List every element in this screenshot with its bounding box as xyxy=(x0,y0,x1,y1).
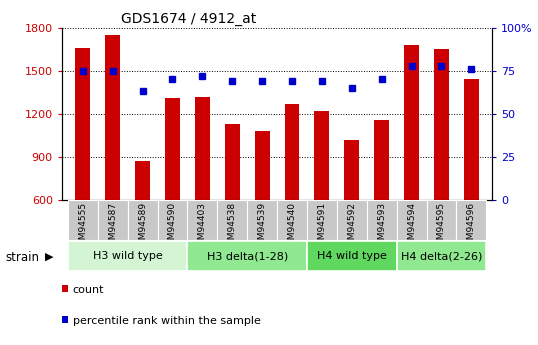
Text: strain: strain xyxy=(5,250,39,264)
Text: ▶: ▶ xyxy=(45,252,53,262)
Bar xyxy=(225,124,240,200)
Text: GSM94587: GSM94587 xyxy=(108,202,117,251)
Bar xyxy=(434,49,449,200)
Bar xyxy=(158,200,187,240)
Bar xyxy=(337,200,367,240)
Bar xyxy=(68,200,98,240)
Bar xyxy=(187,200,217,240)
Bar xyxy=(404,45,419,200)
Bar xyxy=(397,241,486,271)
Text: H4 wild type: H4 wild type xyxy=(317,251,387,261)
Bar xyxy=(165,98,180,200)
Text: H3 wild type: H3 wild type xyxy=(93,251,162,261)
Bar xyxy=(374,120,389,200)
Text: H3 delta(1-28): H3 delta(1-28) xyxy=(207,251,288,261)
Bar xyxy=(135,161,150,200)
Text: GSM94596: GSM94596 xyxy=(467,202,476,251)
Bar xyxy=(217,200,247,240)
Text: count: count xyxy=(73,285,104,295)
Bar xyxy=(105,35,120,200)
Bar xyxy=(307,200,337,240)
Bar xyxy=(128,200,158,240)
Bar xyxy=(307,241,397,271)
Bar xyxy=(427,200,456,240)
Text: H4 delta(2-26): H4 delta(2-26) xyxy=(401,251,482,261)
Bar xyxy=(285,104,300,200)
Text: GSM94538: GSM94538 xyxy=(228,202,237,251)
Bar xyxy=(314,111,329,200)
Text: GSM94540: GSM94540 xyxy=(287,202,296,251)
Text: GSM94539: GSM94539 xyxy=(258,202,267,251)
Bar xyxy=(367,200,397,240)
Bar xyxy=(254,131,270,200)
Bar xyxy=(98,200,128,240)
Text: GDS1674 / 4912_at: GDS1674 / 4912_at xyxy=(121,12,256,26)
Text: GSM94592: GSM94592 xyxy=(348,202,356,251)
Bar xyxy=(397,200,427,240)
Text: GSM94595: GSM94595 xyxy=(437,202,446,251)
Text: GSM94403: GSM94403 xyxy=(198,202,207,251)
Bar xyxy=(247,200,277,240)
Text: GSM94590: GSM94590 xyxy=(168,202,177,251)
Text: GSM94555: GSM94555 xyxy=(79,202,87,251)
Bar xyxy=(187,241,307,271)
Bar xyxy=(277,200,307,240)
Text: GSM94591: GSM94591 xyxy=(317,202,327,251)
Bar xyxy=(75,48,90,200)
Text: percentile rank within the sample: percentile rank within the sample xyxy=(73,316,260,326)
Bar xyxy=(68,241,187,271)
Bar xyxy=(195,97,210,200)
Text: GSM94589: GSM94589 xyxy=(138,202,147,251)
Bar xyxy=(456,200,486,240)
Bar xyxy=(344,140,359,200)
Text: GSM94593: GSM94593 xyxy=(377,202,386,251)
Bar xyxy=(464,79,479,200)
Text: GSM94594: GSM94594 xyxy=(407,202,416,251)
